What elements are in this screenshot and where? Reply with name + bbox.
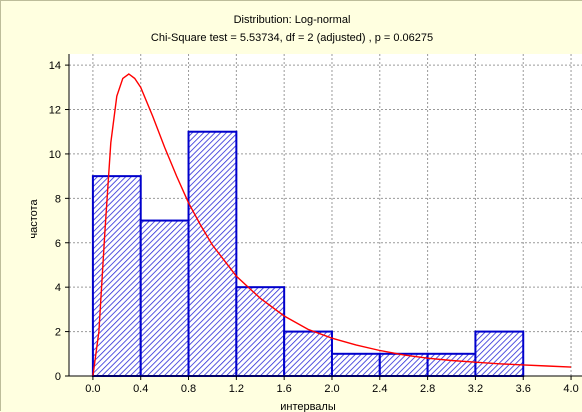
x-tick-label-9: 3.6 (516, 383, 531, 395)
x-tick-label-7: 2.8 (420, 383, 435, 395)
chart-subtitle: Chi-Square test = 5.53734, df = 2 (adjus… (150, 32, 434, 44)
y-tick-label-2: 4 (55, 282, 61, 294)
lognormal-fit-curve (92, 73, 572, 376)
y-tick-label-0: 0 (55, 371, 61, 383)
y-tick-label-6: 12 (49, 105, 61, 117)
y-tick-label-1: 2 (55, 327, 61, 339)
histogram-bar-0 (91, 175, 142, 377)
x-tick-labels: 0.0 0.4 0.8 1.2 1.6 2.0 2.4 2.8 3.2 3.6 4.0 (85, 383, 578, 395)
x-tick-label-8: 3.2 (468, 383, 483, 395)
x-tick-label-1: 0.4 (133, 383, 148, 395)
x-tick-label-5: 2.0 (324, 383, 339, 395)
x-axis-label: интервалы (280, 401, 336, 412)
histogram-bar-1 (139, 219, 190, 377)
y-axis-label: частота (28, 199, 40, 239)
histogram-bar-4 (283, 330, 333, 378)
histogram-bar-7 (426, 352, 477, 377)
x-tick-label-3: 1.2 (229, 383, 244, 395)
y-tick-label-7: 14 (49, 60, 61, 72)
axes (65, 54, 582, 380)
y-tick-label-5: 10 (49, 149, 61, 161)
x-tick-label-0: 0.0 (85, 383, 100, 395)
x-tick-label-2: 0.8 (181, 383, 196, 395)
y-tick-label-3: 6 (55, 238, 61, 250)
histogram-bar-3 (235, 286, 286, 378)
y-tick-label-4: 8 (55, 193, 61, 205)
y-tick-labels: 0 2 4 6 8 10 12 14 (49, 60, 61, 383)
chart-title: Distribution: Log-normal (233, 14, 351, 26)
histogram-bar-5 (330, 352, 381, 377)
histogram-bar-2 (187, 130, 238, 377)
x-tick-label-4: 1.6 (277, 383, 292, 395)
x-tick-label-6: 2.4 (372, 383, 387, 395)
x-tick-label-10: 4.0 (563, 383, 578, 395)
histogram-bar-8 (474, 330, 525, 378)
histogram-bars (91, 130, 525, 378)
